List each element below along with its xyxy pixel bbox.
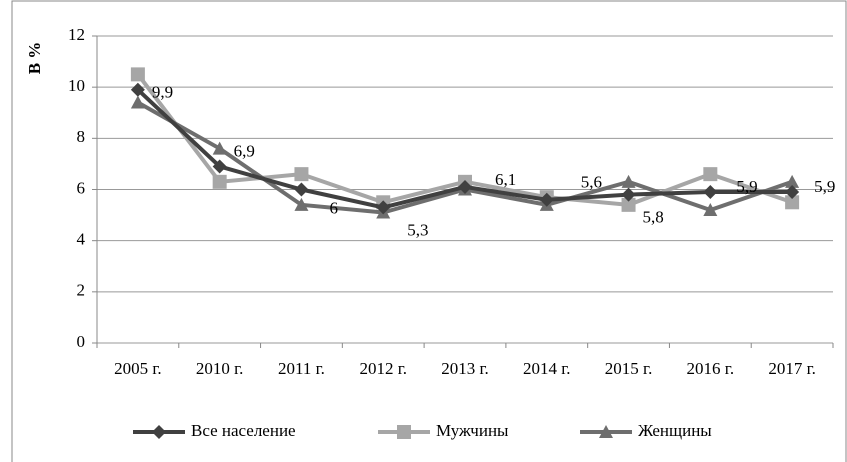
legend-marker	[397, 425, 411, 439]
data-point	[785, 174, 800, 188]
data-point	[621, 174, 636, 188]
data-label: 9,9	[152, 83, 173, 102]
data-label: 5,9	[736, 177, 757, 196]
data-point	[785, 185, 800, 200]
x-tick-label: 2011 г.	[278, 359, 325, 378]
data-point	[458, 179, 472, 194]
legend-marker	[152, 425, 166, 439]
data-point	[130, 67, 145, 82]
data-label: 5,9	[814, 177, 835, 196]
data-point	[212, 141, 227, 155]
x-tick-label: 2017 г.	[768, 359, 816, 378]
y-tick-label: 12	[68, 25, 85, 44]
y-tick-label: 4	[77, 230, 86, 249]
y-tick-label: 0	[77, 332, 86, 351]
data-point	[621, 187, 636, 202]
data-point	[539, 192, 554, 207]
legend-label: Женщины	[638, 421, 712, 440]
data-point	[212, 159, 227, 174]
legend-label: Мужчины	[436, 421, 509, 440]
y-tick-label: 2	[77, 281, 86, 300]
x-tick-label: 2012 г.	[359, 359, 407, 378]
data-point	[376, 200, 391, 215]
x-tick-label: 2005 г.	[114, 359, 162, 378]
data-point	[294, 182, 309, 197]
data-point	[130, 82, 145, 97]
data-label: 5,3	[407, 220, 428, 239]
data-label: 6	[329, 198, 338, 217]
y-axis-label: В %	[25, 42, 44, 75]
legend-marker	[599, 425, 613, 438]
x-tick-label: 2016 г.	[687, 359, 735, 378]
x-tick-label: 2010 г.	[196, 359, 244, 378]
data-point	[785, 195, 800, 210]
data-point	[294, 167, 309, 182]
y-tick-label: 8	[77, 127, 86, 146]
chart-frame	[11, 0, 847, 462]
data-point	[130, 95, 145, 109]
x-tick-label: 2013 г.	[441, 359, 489, 378]
data-label: 6,9	[234, 141, 255, 160]
data-point	[621, 197, 636, 212]
data-point	[703, 202, 718, 216]
data-point	[703, 185, 718, 200]
legend-label: Все население	[191, 421, 296, 440]
y-tick-label: 10	[68, 76, 85, 95]
x-tick-label: 2015 г.	[605, 359, 653, 378]
data-point	[294, 197, 309, 211]
data-point	[703, 167, 718, 182]
data-label: 5,8	[643, 208, 664, 227]
data-label: 6,1	[495, 170, 516, 189]
y-tick-label: 6	[77, 178, 86, 197]
data-label: 5,6	[581, 173, 602, 192]
data-point	[212, 174, 227, 189]
x-tick-label: 2014 г.	[523, 359, 571, 378]
